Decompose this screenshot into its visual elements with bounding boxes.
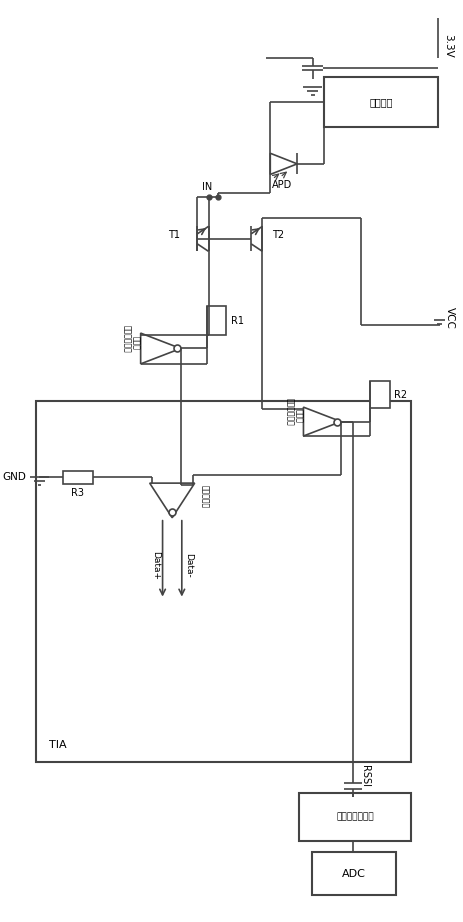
Text: 3.3V: 3.3V (443, 34, 452, 57)
Text: 转换器: 转换器 (131, 336, 140, 349)
Polygon shape (150, 483, 194, 518)
Polygon shape (303, 408, 340, 436)
Text: 对数峰值检测器: 对数峰值检测器 (335, 812, 373, 822)
Text: 第二电流电压: 第二电流电压 (285, 398, 294, 426)
Polygon shape (140, 333, 180, 364)
Text: ADC: ADC (341, 869, 365, 879)
Text: GND: GND (2, 472, 26, 482)
Bar (299, 793, 410, 841)
Text: Data-: Data- (184, 553, 193, 578)
Bar (369, 381, 388, 408)
Bar (324, 77, 437, 127)
Text: APD: APD (271, 180, 291, 190)
Text: R3: R3 (71, 488, 84, 498)
Bar (63, 470, 93, 484)
Bar (206, 306, 225, 335)
Text: 第一电流电压: 第一电流电压 (122, 325, 131, 353)
Text: 升压电源: 升压电源 (369, 98, 392, 107)
Text: R1: R1 (231, 315, 244, 325)
Polygon shape (270, 153, 297, 174)
Text: T1: T1 (168, 230, 180, 240)
Text: Data+: Data+ (151, 551, 160, 580)
Text: T2: T2 (272, 230, 284, 240)
Text: IN: IN (202, 182, 212, 192)
Bar (36, 401, 410, 762)
Text: R2: R2 (394, 390, 407, 399)
Text: VCC: VCC (444, 307, 454, 328)
Text: 转换器: 转换器 (294, 408, 302, 423)
Bar (311, 853, 395, 894)
Text: RSSI: RSSI (359, 765, 369, 787)
Text: 差分放大器: 差分放大器 (200, 485, 208, 508)
Text: TIA: TIA (49, 740, 67, 751)
